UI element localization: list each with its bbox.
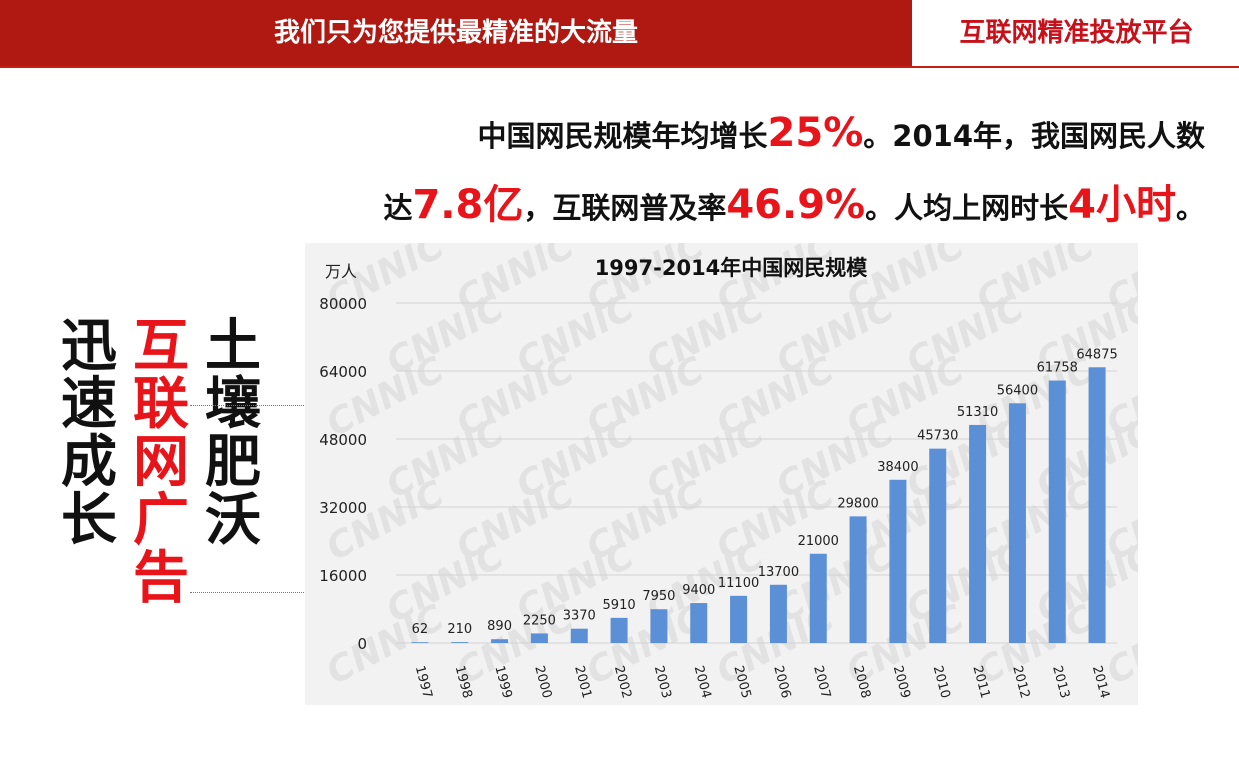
x-tick-label: 2006 (770, 664, 793, 700)
bar-value-label: 11100 (718, 576, 759, 591)
top-banner: 我们只为您提供最精准的大流量 互联网精准投放平台 (0, 0, 1239, 68)
side-char: 网 (133, 430, 189, 495)
grid-layer: 0 16000 32000 48000 64000 80000 (319, 295, 1117, 653)
dotted-guide-line (190, 592, 310, 593)
side-char: 肥 (205, 430, 261, 495)
bar-value-label: 38400 (877, 460, 918, 475)
side-char: 迅 (61, 314, 117, 379)
bar-2013 (1048, 380, 1066, 643)
netizen-scale-chart: CNNIC CNNIC CNNIC CNNIC CNNIC CNNIC CNNIC CNNIC… (305, 243, 1138, 705)
bar-value-label: 210 (447, 622, 472, 637)
bar-value-label: 3370 (563, 609, 596, 624)
y-axis-unit-label: 万人 (325, 262, 357, 281)
side-char: 告 (133, 546, 189, 611)
side-char: 长 (61, 488, 117, 553)
bar-value-label: 45730 (917, 429, 958, 444)
bar-1998 (451, 642, 469, 643)
bar-2006 (769, 584, 787, 643)
bar-value-label: 21000 (798, 534, 839, 549)
watermark-text: CNNIC (970, 597, 1101, 693)
bar-value-label: 5910 (603, 598, 636, 613)
y-tick-label: 80000 (319, 295, 367, 313)
headline-text: 。 (1175, 191, 1205, 225)
side-text-rapid-growth: 迅 速 成 长 (58, 318, 120, 550)
bar-2014 (1088, 367, 1106, 643)
bar-2010 (929, 448, 947, 643)
bar-value-label: 29800 (837, 496, 878, 511)
x-tick-label: 2004 (691, 664, 714, 700)
bar-value-label: 2250 (523, 613, 556, 628)
headline-highlight-hours: 4小时 (1068, 182, 1176, 228)
side-text-internet-ads: 互 联 网 广 告 (130, 318, 192, 608)
banner-red-block (0, 0, 912, 66)
banner-divider (0, 66, 1239, 68)
x-tick-label: 2000 (531, 664, 554, 700)
banner-slogan: 我们只为您提供最精准的大流量 (273, 18, 638, 48)
bar-value-label: 890 (487, 619, 512, 634)
side-char: 沃 (205, 488, 261, 553)
bar-2001 (570, 628, 588, 643)
y-tick-label: 32000 (319, 499, 367, 517)
bar-value-label: 7950 (642, 589, 675, 604)
side-char: 广 (133, 488, 189, 553)
side-char: 壤 (205, 372, 261, 437)
y-tick-label: 16000 (319, 567, 367, 585)
headline-highlight-penetration: 46.9% (726, 182, 866, 228)
bar-2008 (849, 516, 867, 643)
x-tick-label: 2013 (1049, 664, 1072, 700)
headline-text: 。2014年，我国网民人数 (863, 119, 1205, 153)
bar-2002 (610, 617, 628, 643)
bar-value-label: 62 (412, 622, 429, 637)
bar-value-label: 56400 (997, 383, 1038, 398)
x-tick-label: 2003 (651, 664, 674, 700)
y-tick-label: 48000 (319, 431, 367, 449)
bar-2011 (969, 424, 987, 643)
bar-value-label: 51310 (957, 405, 998, 420)
side-char: 土 (205, 314, 261, 379)
watermark-text: CNNIC (320, 597, 451, 693)
headline-line-1: 中国网民规模年均增长25%。2014年，我国网民人数 (245, 108, 1205, 158)
bar-2005 (730, 595, 748, 643)
bar-2007 (809, 553, 827, 643)
bar-value-label: 64875 (1076, 347, 1117, 362)
watermark-text: CNNIC (320, 473, 451, 569)
side-char: 成 (61, 430, 117, 495)
side-char: 速 (61, 372, 117, 437)
headline-highlight-growth: 25% (767, 110, 864, 156)
bar-2004 (690, 603, 708, 643)
headline-text: 。人均上网时长 (865, 191, 1069, 225)
side-text-fertile-soil: 土 壤 肥 沃 (202, 318, 264, 550)
y-tick-label: 0 (357, 635, 367, 653)
banner-platform-title: 互联网精准投放平台 (959, 18, 1194, 48)
x-tick-label: 2007 (810, 664, 833, 700)
chart-title: 1997-2014年中国网民规模 (595, 256, 869, 280)
chart-svg: CNNIC CNNIC CNNIC CNNIC CNNIC CNNIC CNNICCNNIC… (319, 243, 1138, 700)
side-char: 联 (133, 372, 189, 437)
x-tick-label: 2010 (930, 664, 953, 700)
headline-text: ，互联网普及率 (523, 191, 727, 225)
headline-line-2: 达7.8亿，互联网普及率46.9%。人均上网时长4小时。 (245, 177, 1205, 233)
x-tick-label: 1997 (412, 664, 435, 700)
y-tick-label: 64000 (319, 363, 367, 381)
bar-value-label: 13700 (758, 565, 799, 580)
bar-2003 (650, 609, 668, 643)
bar-2009 (889, 479, 907, 643)
bar-2012 (1008, 403, 1026, 643)
bar-1997 (411, 642, 429, 643)
side-char: 互 (133, 314, 189, 379)
dotted-guide-line (190, 405, 310, 406)
bar-1999 (491, 639, 509, 643)
x-tick-label: 2009 (890, 664, 913, 700)
bar-value-label: 9400 (682, 583, 715, 598)
headline-text: 达 (383, 191, 413, 225)
headline-text: 中国网民规模年均增长 (477, 119, 768, 153)
bar-value-label: 61758 (1037, 361, 1078, 376)
headline-highlight-users: 7.8亿 (412, 182, 524, 228)
bar-2000 (530, 633, 548, 643)
